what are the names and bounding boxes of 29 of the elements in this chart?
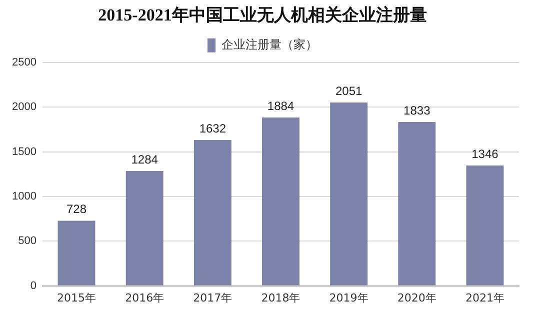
x-tick-label: 2018年 <box>261 291 300 304</box>
data-label: 728 <box>66 202 87 216</box>
bar <box>126 171 164 286</box>
bar <box>466 166 504 286</box>
x-tick-label: 2021年 <box>465 291 504 304</box>
data-label: 1884 <box>267 98 294 113</box>
y-tick-label: 1500 <box>12 146 36 158</box>
y-tick-label: 1000 <box>12 190 36 202</box>
y-tick-label: 0 <box>30 280 36 292</box>
data-label: 1284 <box>131 152 158 166</box>
data-label: 1632 <box>199 121 226 136</box>
x-tick-label: 2017年 <box>193 291 232 304</box>
data-label: 1833 <box>404 103 431 118</box>
bar <box>194 140 232 286</box>
x-tick-label: 2020年 <box>397 291 436 304</box>
x-tick-label: 2015年 <box>57 291 96 304</box>
y-tick-label: 500 <box>18 235 36 248</box>
bar <box>262 117 300 286</box>
y-tick-label: 2500 <box>12 56 36 68</box>
data-label: 2051 <box>335 84 362 98</box>
legend-label: 企业注册量（家） <box>222 38 318 52</box>
bar <box>330 102 368 286</box>
data-label: 1346 <box>472 146 499 161</box>
chart-title: 2015-2021年中国工业无人机相关企业注册量 <box>98 6 427 25</box>
x-tick-label: 2016年 <box>125 291 164 304</box>
x-tick-label: 2019年 <box>329 291 368 304</box>
y-tick-label: 2000 <box>12 101 36 114</box>
bar <box>398 122 436 286</box>
bar <box>58 220 96 286</box>
